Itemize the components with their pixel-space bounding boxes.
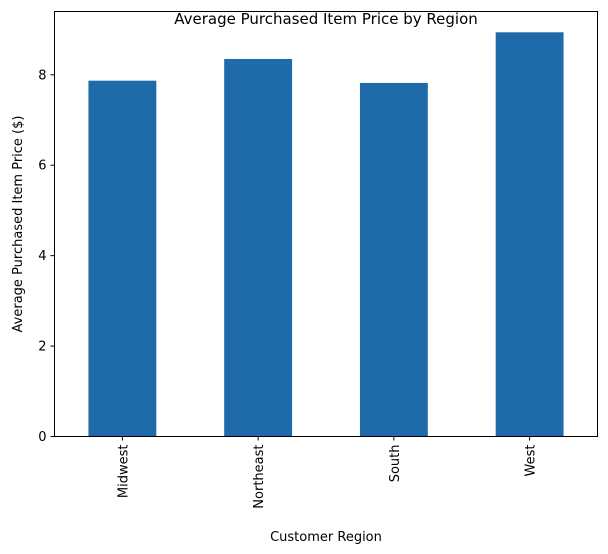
x-axis-label: Customer Region xyxy=(270,530,382,545)
bar-south xyxy=(359,82,428,437)
x-tick-label: South xyxy=(388,445,403,483)
chart-title: Average Purchased Item Price by Region xyxy=(174,10,478,28)
x-tick-label: West xyxy=(524,445,539,477)
bars-layer xyxy=(88,32,564,437)
plot-area-frame xyxy=(54,11,598,437)
y-tick-label: 8 xyxy=(38,68,46,83)
bar-northeast xyxy=(224,58,293,437)
x-tick-label: Northeast xyxy=(252,445,267,509)
y-axis-label: Average Purchased Item Price ($) xyxy=(11,116,26,333)
y-tick-label: 0 xyxy=(38,430,46,445)
y-axis-ticks: 0 2 4 6 8 xyxy=(38,68,55,445)
y-tick-label: 6 xyxy=(38,159,46,174)
y-tick-label: 2 xyxy=(38,340,46,355)
bar-midwest xyxy=(88,80,157,437)
x-axis-ticks: Midwest Northeast South West xyxy=(116,436,539,509)
y-tick-label: 4 xyxy=(38,249,46,264)
x-tick-label: Midwest xyxy=(116,445,131,499)
bar-west xyxy=(495,32,564,437)
